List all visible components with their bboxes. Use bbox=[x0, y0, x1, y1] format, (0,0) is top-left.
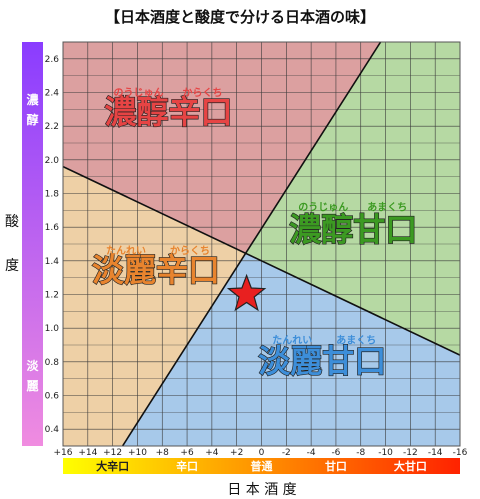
plot-frame bbox=[62, 41, 461, 447]
center-star-marker bbox=[226, 273, 267, 312]
y-tick-label: 0.6 bbox=[45, 392, 60, 402]
x-tick-label: -2 bbox=[282, 448, 291, 458]
x-tick-label: +8 bbox=[156, 448, 170, 458]
y-scale-bottom-char-1: 淡 bbox=[26, 359, 39, 373]
zone-light-sweet-ruby-1: たんれい bbox=[272, 334, 312, 346]
zone-light-dry-area bbox=[63, 166, 246, 446]
y-tick-label: 2.0 bbox=[45, 156, 60, 166]
y-tick-label: 2.4 bbox=[45, 89, 60, 99]
chart-title: 【日本酒度と酸度で分ける日本酒の味】 bbox=[105, 8, 375, 26]
x-tick-label: +14 bbox=[78, 448, 97, 458]
x-scale-bar bbox=[63, 458, 460, 474]
zone-rich-sweet-label: 濃醇甘口 bbox=[289, 211, 417, 249]
y-axis-label-char-2: 度 bbox=[5, 258, 19, 274]
x-axis-label: 日 本 酒 度 bbox=[227, 482, 296, 498]
y-tick-label: 1.6 bbox=[45, 223, 60, 233]
x-tick-label: -12 bbox=[403, 448, 418, 458]
x-tick-label: +6 bbox=[180, 448, 194, 458]
x-tick-label: -10 bbox=[378, 448, 393, 458]
y-tick-label: 2.6 bbox=[45, 55, 60, 65]
plot-area bbox=[63, 42, 460, 446]
x-scale-label: 大甘口 bbox=[394, 459, 427, 473]
y-scale-top-char-1: 濃 bbox=[26, 92, 39, 107]
zone-rich-sweet-ruby-1: のうじゅん bbox=[298, 201, 348, 213]
x-tick-label: 0 bbox=[259, 448, 265, 458]
zone-rich-sweet-ruby-2: あまくち bbox=[367, 200, 407, 213]
x-tick-label: +2 bbox=[230, 448, 243, 458]
zone-light-sweet-ruby-2: あまくち bbox=[336, 333, 376, 346]
y-tick-label: 0.8 bbox=[45, 358, 60, 368]
x-tick-label: +12 bbox=[103, 448, 122, 458]
x-scale-label: 大辛口 bbox=[96, 459, 129, 473]
zone-rich-dry-ruby-2: からくち bbox=[182, 87, 222, 99]
y-scale-bottom-char-2: 麗 bbox=[26, 379, 38, 393]
x-tick-label: +16 bbox=[54, 448, 73, 458]
x-tick-label: -16 bbox=[453, 448, 468, 458]
y-tick-label: 2.2 bbox=[45, 122, 59, 132]
y-tick-label: 0.4 bbox=[45, 425, 60, 435]
boundary-line-2 bbox=[121, 42, 382, 446]
zone-light-sweet-label: 淡麗甘口 bbox=[258, 342, 386, 380]
x-scale-label: 普通 bbox=[251, 459, 273, 473]
y-tick-label: 1.0 bbox=[45, 324, 60, 334]
y-scale-bar bbox=[22, 42, 43, 446]
x-tick-label: -6 bbox=[331, 448, 340, 458]
y-tick-label: 1.4 bbox=[45, 257, 60, 267]
x-tick-label: -8 bbox=[356, 448, 365, 458]
zone-light-sweet-area bbox=[122, 253, 460, 446]
zone-rich-dry-label: 濃醇辛口 bbox=[104, 93, 232, 131]
y-axis-label-char-1: 酸 bbox=[5, 214, 19, 230]
zone-rich-sweet-area bbox=[245, 42, 460, 356]
x-tick-label: +4 bbox=[205, 448, 219, 458]
x-tick-label: +10 bbox=[128, 448, 147, 458]
zone-light-dry-label: 淡麗辛口 bbox=[92, 251, 220, 289]
x-scale-label: 辛口 bbox=[176, 459, 198, 473]
boundary-line-1 bbox=[63, 165, 460, 356]
zone-light-dry-ruby-1: たんれい bbox=[106, 245, 146, 257]
y-scale-top-char-2: 醇 bbox=[26, 112, 38, 127]
y-tick-label: 1.2 bbox=[45, 291, 59, 301]
x-tick-label: -4 bbox=[307, 448, 316, 458]
zone-rich-dry-area bbox=[63, 42, 381, 254]
zone-rich-dry-ruby-1: のうじゅん bbox=[113, 87, 163, 99]
y-tick-label: 1.8 bbox=[45, 190, 60, 200]
x-scale-label: 甘口 bbox=[325, 459, 347, 473]
x-tick-label: -14 bbox=[428, 448, 443, 458]
zone-light-dry-ruby-2: からくち bbox=[170, 245, 210, 257]
